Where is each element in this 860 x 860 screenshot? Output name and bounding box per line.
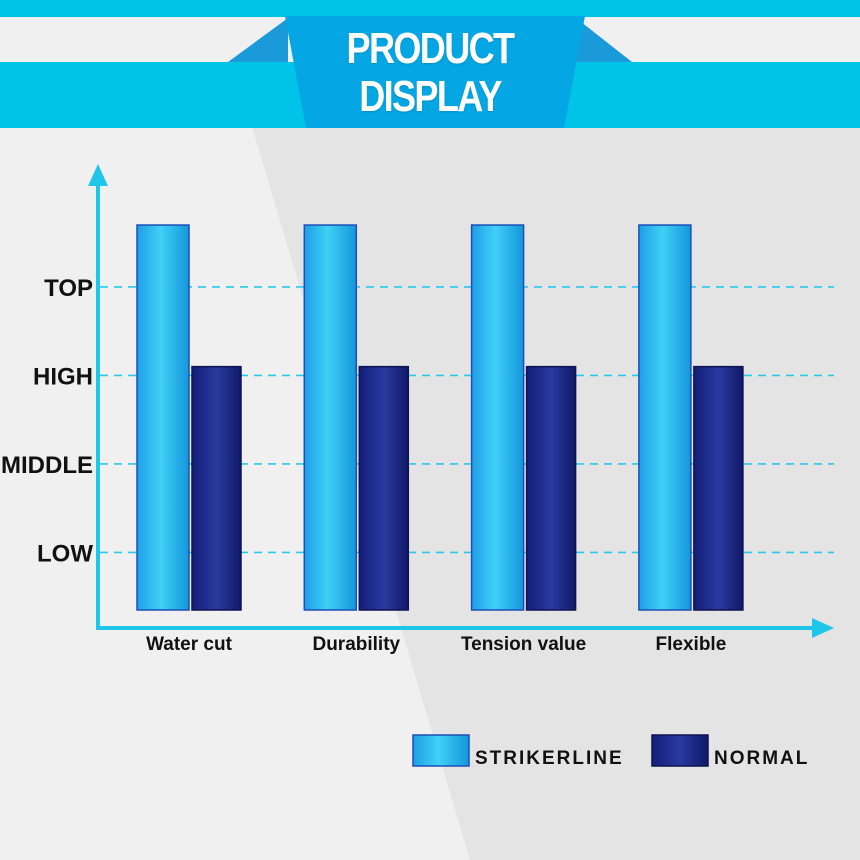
bar-normal	[525, 365, 577, 611]
page-title-line-1: PRODUCT	[346, 24, 516, 73]
banner-graphic	[0, 0, 860, 128]
bars	[136, 224, 744, 611]
y-tick-label: HIGH	[33, 363, 93, 390]
x-tick-labels: Water cut Durability Tension value Flexible	[146, 634, 726, 655]
bar-strikerline	[303, 224, 358, 611]
x-tick-label: Water cut	[146, 634, 233, 655]
bar-normal	[191, 365, 242, 611]
bar-strikerline	[638, 224, 692, 611]
y-tick-label: MIDDLE	[1, 452, 93, 479]
y-tick-labels: LOW MIDDLE HIGH TOP	[1, 275, 93, 567]
page-title-line-2: DISPLAY	[359, 72, 502, 121]
legend: STRIKERLINE NORMAL	[412, 734, 809, 769]
x-tick-label: Durability	[312, 634, 400, 655]
header-banner: PRODUCT DISPLAY	[0, 0, 860, 130]
y-tick-label: LOW	[37, 540, 93, 567]
legend-swatch-normal	[651, 734, 709, 767]
legend-swatch-strikerline	[412, 734, 470, 767]
legend-label-normal: NORMAL	[714, 748, 809, 769]
bar-normal	[693, 365, 744, 611]
x-tick-label: Tension value	[461, 634, 586, 655]
bar-strikerline	[136, 224, 190, 611]
grid-lines	[100, 286, 834, 554]
y-axis-arrow	[88, 164, 108, 186]
x-axis-arrow	[812, 618, 834, 638]
x-tick-label: Flexible	[656, 634, 727, 655]
bar-strikerline	[470, 224, 525, 611]
y-tick-label: TOP	[44, 275, 93, 302]
bar-normal	[358, 365, 410, 611]
legend-label-strikerline: STRIKERLINE	[475, 748, 624, 769]
axes	[88, 164, 834, 638]
